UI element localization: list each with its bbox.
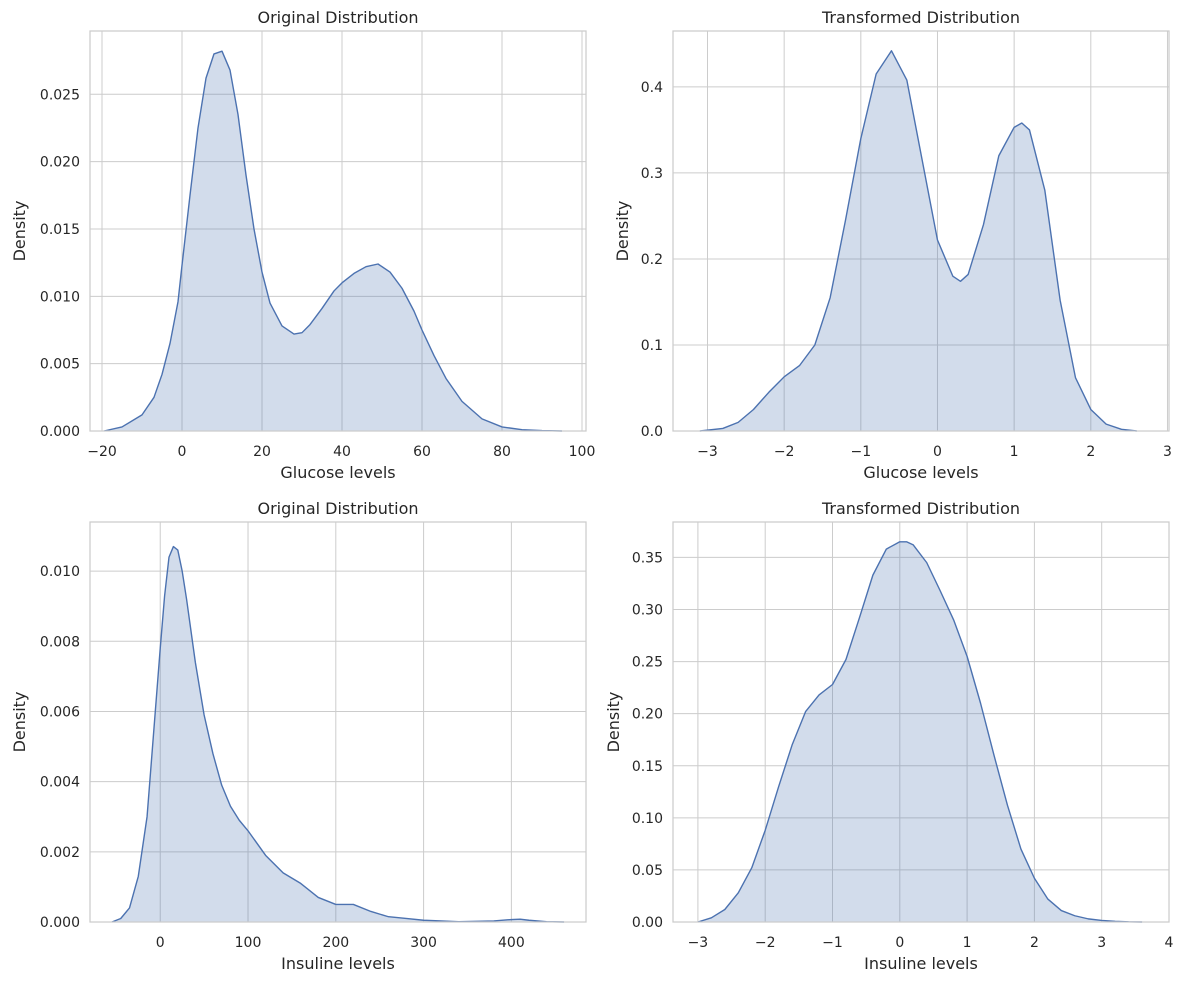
y-axis-label: Density bbox=[613, 201, 632, 262]
x-tick-label: 0 bbox=[178, 444, 187, 460]
plot-frame bbox=[672, 521, 1170, 923]
chart-panel-3: 0 100 200 300 400 0.000 0.002 0.004 0.006 0.008 0.… bbox=[10, 499, 587, 973]
x-tick-label: 1 bbox=[1010, 444, 1019, 460]
y-tick-label: 0.3 bbox=[641, 166, 663, 182]
x-tick-label: 4 bbox=[1165, 935, 1174, 951]
x-tick-label: −2 bbox=[755, 935, 776, 951]
y-tick-label: 0.1 bbox=[641, 338, 663, 354]
y-tick-label: 0.10 bbox=[632, 811, 663, 827]
y-tick-label: 0.020 bbox=[40, 155, 80, 171]
x-tick-label: −20 bbox=[87, 444, 117, 460]
y-tick-label: 0.0 bbox=[641, 424, 663, 440]
y-tick-label: 0.30 bbox=[632, 603, 663, 619]
x-tick-label: 0 bbox=[156, 935, 165, 951]
x-tick-label: −3 bbox=[688, 935, 709, 951]
density-area bbox=[697, 541, 1143, 922]
y-tick-label: 0.20 bbox=[632, 707, 663, 723]
density-line bbox=[699, 50, 1137, 432]
x-axis-label: Glucose levels bbox=[280, 463, 395, 482]
y-tick-label: 0.05 bbox=[632, 863, 663, 879]
chart-title: Original Distribution bbox=[257, 499, 418, 518]
chart-title: Transformed Distribution bbox=[821, 499, 1020, 518]
density-line bbox=[103, 50, 563, 432]
x-tick-label: 2 bbox=[1030, 935, 1039, 951]
x-tick-label: 400 bbox=[498, 935, 525, 951]
x-axis-label: Insuline levels bbox=[281, 954, 395, 973]
x-tick-label: 3 bbox=[1163, 444, 1172, 460]
y-axis-label: Density bbox=[604, 692, 623, 753]
x-tick-label: 200 bbox=[322, 935, 349, 951]
y-tick-label: 0.000 bbox=[40, 915, 80, 931]
x-tick-label: 0 bbox=[933, 444, 942, 460]
y-tick-label: 0.15 bbox=[632, 759, 663, 775]
x-axis-label: Glucose levels bbox=[863, 463, 978, 482]
x-tick-label: 1 bbox=[963, 935, 972, 951]
chart-title: Transformed Distribution bbox=[821, 8, 1020, 27]
y-tick-label: 0.010 bbox=[40, 564, 80, 580]
y-tick-label: 0.004 bbox=[40, 775, 80, 791]
plot-frame bbox=[89, 521, 587, 923]
x-tick-label: −1 bbox=[851, 444, 872, 460]
x-tick-label: 80 bbox=[493, 444, 511, 460]
chart-panel-4: −3 −2 −1 0 1 2 3 4 0.00 0.05 0.10 0.15 0.20 0.25 0.30 0… bbox=[604, 499, 1174, 973]
y-tick-label: 0.008 bbox=[40, 634, 80, 650]
y-tick-label: 0.00 bbox=[632, 915, 663, 931]
x-tick-label: 2 bbox=[1086, 444, 1095, 460]
x-tick-label: 300 bbox=[410, 935, 437, 951]
x-tick-label: 0 bbox=[895, 935, 904, 951]
y-tick-label: 0.006 bbox=[40, 704, 80, 720]
x-tick-label: 60 bbox=[413, 444, 431, 460]
x-tick-label: 40 bbox=[333, 444, 351, 460]
y-tick-label: 0.005 bbox=[40, 357, 80, 373]
x-tick-label: −3 bbox=[697, 444, 718, 460]
y-tick-label: 0.2 bbox=[641, 252, 663, 268]
y-tick-label: 0.25 bbox=[632, 655, 663, 671]
x-tick-label: 3 bbox=[1097, 935, 1106, 951]
y-tick-label: 0.002 bbox=[40, 845, 80, 861]
density-line bbox=[697, 541, 1143, 923]
y-tick-label: 0.025 bbox=[40, 87, 80, 103]
y-tick-label: 0.4 bbox=[641, 80, 663, 96]
y-tick-label: 0.015 bbox=[40, 222, 80, 238]
y-tick-label: 0.000 bbox=[40, 424, 80, 440]
density-area bbox=[111, 546, 565, 922]
chart-title: Original Distribution bbox=[257, 8, 418, 27]
plot-frame bbox=[672, 30, 1170, 432]
x-tick-label: −1 bbox=[822, 935, 843, 951]
y-tick-label: 0.010 bbox=[40, 289, 80, 305]
x-tick-label: −2 bbox=[774, 444, 795, 460]
x-axis-label: Insuline levels bbox=[864, 954, 978, 973]
plot-frame bbox=[89, 30, 587, 432]
chart-panel-1: −20 0 20 40 60 80 100 0.000 0.005 0.010 0.015 0.020… bbox=[10, 8, 595, 482]
density-area bbox=[699, 50, 1137, 431]
y-axis-label: Density bbox=[10, 692, 29, 753]
x-tick-label: 100 bbox=[235, 935, 262, 951]
density-area bbox=[104, 51, 562, 431]
x-tick-label: 100 bbox=[569, 444, 596, 460]
x-tick-label: 20 bbox=[253, 444, 271, 460]
y-axis-label: Density bbox=[10, 201, 29, 262]
y-tick-label: 0.35 bbox=[632, 550, 663, 566]
chart-panel-2: −3 −2 −1 0 1 2 3 0.0 0.1 0.2 0.3 0.4 Transformed Dis… bbox=[613, 8, 1172, 482]
